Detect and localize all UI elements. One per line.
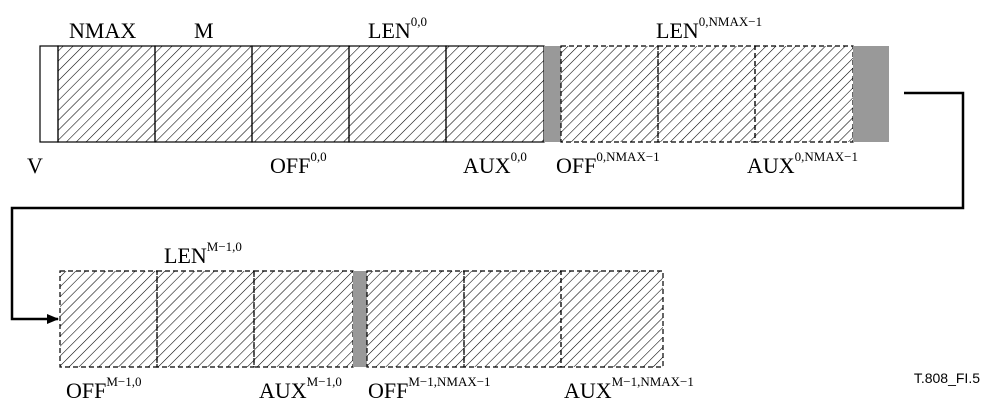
offm10-field-box: [59, 270, 158, 368]
offm1nmax-label: OFFM−1,NMAX−1: [368, 374, 491, 403]
lenm10-label: LENM−1,0: [164, 239, 242, 268]
lenm1nmax-field-box: [463, 270, 562, 368]
off0nmax-label: OFF0,NMAX−1: [556, 149, 660, 178]
offm10-label: OFFM−1,0: [66, 374, 142, 403]
offm1nmax-field-box: [366, 270, 465, 368]
aux0nmax-field-box: [754, 45, 854, 143]
off0nmax-field-box: [560, 45, 659, 143]
v-label: V: [27, 153, 43, 178]
auxm10-field-box: [253, 270, 354, 368]
nmax-field-box: [57, 45, 156, 143]
len0nmax-label: LEN0,NMAX−1: [656, 14, 762, 43]
len00-field-box: [348, 45, 447, 143]
len00-label: LEN0,0: [368, 14, 427, 43]
auxm1nmax-field-box: [560, 270, 664, 368]
m-label: M: [194, 18, 214, 43]
auxm1nmax-label: AUXM−1,NMAX−1: [564, 374, 694, 403]
off00-label: OFF0,0: [270, 149, 327, 178]
len0nmax-field-box: [657, 45, 756, 143]
continuation-arrow: [10, 91, 965, 324]
separator-bar: [544, 46, 561, 142]
separator-bar: [353, 271, 367, 367]
nmax-label: NMAX: [69, 18, 136, 43]
off00-field-box: [251, 45, 350, 143]
separator-bar: [853, 46, 889, 142]
m-field-box: [154, 45, 253, 143]
aux00-field-box: [445, 45, 545, 143]
v-field-box: [39, 45, 59, 143]
auxm10-label: AUXM−1,0: [259, 374, 342, 403]
figure-id: T.808_FI.5: [914, 370, 980, 386]
lenm10-field-box: [156, 270, 255, 368]
aux0nmax-label: AUX0,NMAX−1: [747, 149, 858, 178]
aux00-label: AUX0,0: [463, 149, 527, 178]
